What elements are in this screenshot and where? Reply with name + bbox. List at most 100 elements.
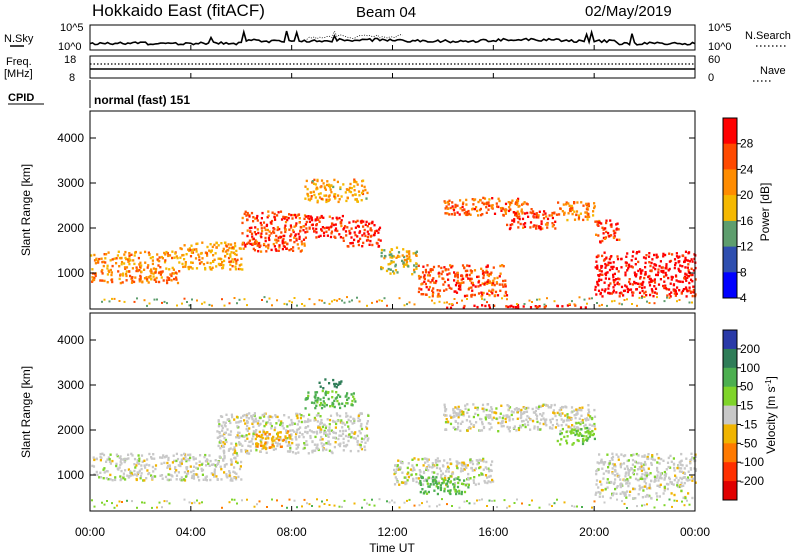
heatmap-cell bbox=[362, 189, 365, 193]
heatmap-cell bbox=[229, 421, 232, 425]
heatmap-cell bbox=[170, 279, 173, 282]
heatmap-cell bbox=[301, 433, 304, 436]
heatmap-cell bbox=[680, 463, 683, 466]
heatmap-cell bbox=[94, 274, 97, 278]
heatmap-cell bbox=[446, 207, 449, 210]
heatmap-cell bbox=[320, 228, 323, 231]
heatmap-cell bbox=[689, 468, 693, 471]
heatmap-cell bbox=[587, 414, 590, 417]
heatmap-cell bbox=[631, 283, 634, 286]
heatmap-cell bbox=[523, 406, 526, 410]
heatmap-cell bbox=[637, 468, 640, 471]
heatmap-cell bbox=[285, 247, 288, 250]
heatmap-cell bbox=[246, 437, 249, 440]
heatmap-cell bbox=[457, 425, 460, 429]
heatmap-cell bbox=[419, 480, 422, 483]
heatmap-cell bbox=[220, 242, 223, 245]
heatmap-cell bbox=[125, 270, 128, 273]
heatmap-cell bbox=[577, 216, 581, 219]
heatmap-cell bbox=[649, 277, 652, 281]
heatmap-cell bbox=[462, 201, 465, 204]
heatmap-cell bbox=[349, 415, 352, 419]
heatmap-cell bbox=[192, 475, 195, 478]
heatmap-cell bbox=[406, 472, 409, 476]
heatmap-cell bbox=[115, 464, 118, 468]
heatmap-cell bbox=[292, 249, 295, 252]
heatmap-cell bbox=[321, 403, 324, 406]
heatmap-cell bbox=[605, 264, 608, 267]
heatmap-cell bbox=[313, 178, 316, 182]
heatmap-cell bbox=[640, 465, 643, 468]
heatmap-cell bbox=[633, 271, 636, 274]
heatmap-cell bbox=[644, 477, 647, 481]
heatmap-cell bbox=[471, 281, 474, 285]
heatmap-cell bbox=[507, 209, 511, 213]
heatmap-cell bbox=[634, 263, 637, 266]
heatmap-cell bbox=[471, 198, 474, 201]
heatmap-cell bbox=[406, 479, 409, 482]
heatmap-cell bbox=[531, 407, 534, 411]
heatmap-cell bbox=[350, 186, 353, 190]
heatmap-cell bbox=[536, 428, 540, 431]
heatmap-cell bbox=[127, 457, 130, 460]
heatmap-cell bbox=[244, 439, 247, 442]
heatmap-cell bbox=[442, 481, 445, 484]
heatmap-cell bbox=[111, 264, 114, 268]
heatmap-cell bbox=[574, 433, 577, 437]
clutter-cell bbox=[288, 300, 291, 303]
heatmap-cell bbox=[485, 269, 488, 272]
heatmap-cell bbox=[151, 259, 154, 262]
clutter-cell bbox=[153, 298, 156, 301]
heatmap-cell bbox=[185, 466, 188, 469]
heatmap-cell bbox=[232, 247, 235, 250]
heatmap-cell bbox=[502, 424, 505, 428]
heatmap-cell bbox=[203, 455, 206, 459]
heatmap-cell bbox=[331, 390, 334, 393]
heatmap-cell bbox=[342, 236, 345, 240]
heatmap-cell bbox=[401, 471, 404, 474]
clutter-cell bbox=[176, 304, 178, 307]
heatmap-cell bbox=[467, 478, 470, 481]
heatmap-cell bbox=[580, 414, 583, 417]
heatmap-cell bbox=[201, 468, 205, 472]
heatmap-cell bbox=[463, 462, 466, 465]
heatmap-cell bbox=[296, 214, 299, 217]
heatmap-cell bbox=[360, 422, 363, 426]
heatmap-cell bbox=[655, 292, 658, 295]
heatmap-cell bbox=[180, 453, 183, 457]
heatmap-cell bbox=[582, 218, 585, 222]
heatmap-cell bbox=[273, 428, 276, 432]
heatmap-cell bbox=[480, 295, 483, 298]
heatmap-cell bbox=[99, 476, 103, 479]
heatmap-cell bbox=[248, 452, 251, 455]
colorbar-swatch bbox=[723, 143, 737, 170]
clutter-cell bbox=[346, 296, 348, 299]
heatmap-cell bbox=[150, 456, 153, 459]
heatmap-cell bbox=[94, 272, 97, 276]
heatmap-cell bbox=[669, 295, 672, 298]
heatmap-cell bbox=[320, 179, 324, 182]
clutter-cell bbox=[201, 501, 203, 504]
heatmap-cell bbox=[465, 203, 468, 206]
heatmap-cell bbox=[399, 460, 402, 463]
heatmap-cell bbox=[229, 263, 232, 266]
clutter-cell bbox=[451, 303, 453, 306]
heatmap-cell bbox=[394, 265, 397, 268]
heatmap-cell bbox=[459, 207, 462, 210]
heatmap-cell bbox=[130, 276, 133, 280]
heatmap-cell bbox=[175, 255, 178, 258]
heatmap-cell bbox=[362, 241, 365, 245]
heatmap-cell bbox=[513, 425, 516, 428]
heatmap-cell bbox=[240, 460, 243, 464]
heatmap-cell bbox=[490, 271, 493, 274]
heatmap-cell bbox=[653, 285, 656, 288]
heatmap-cell bbox=[570, 411, 573, 414]
heatmap-cell bbox=[455, 281, 458, 285]
heatmap-cell bbox=[346, 402, 349, 405]
heatmap-cell bbox=[631, 463, 634, 466]
heatmap-cell bbox=[353, 432, 356, 435]
heatmap-cell bbox=[489, 280, 492, 283]
heatmap-cell bbox=[603, 251, 606, 254]
heatmap-cell bbox=[647, 275, 650, 279]
heatmap-cell bbox=[693, 257, 696, 261]
